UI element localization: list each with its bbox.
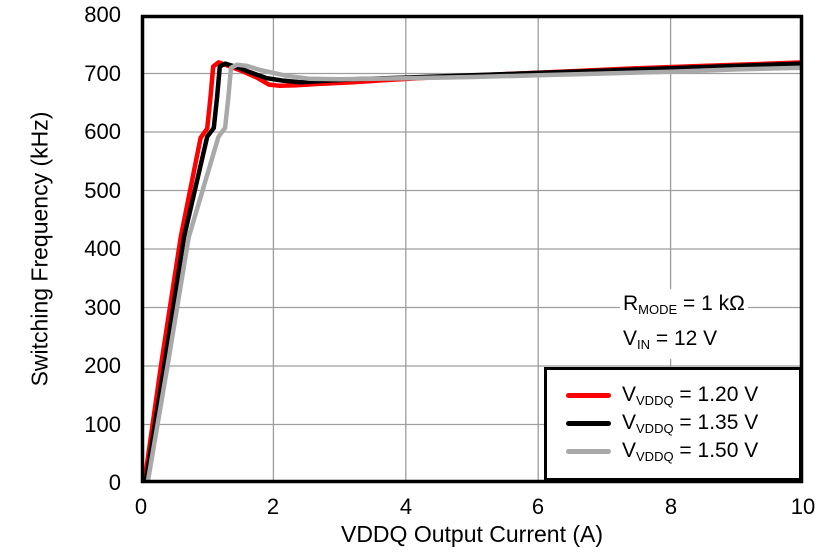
annotation-vin: VIN = 12 V (620, 324, 748, 359)
y-axis-title: Switching Frequency (kHz) (26, 111, 53, 387)
legend-item-1-20v: VVDDQ = 1.20 V (547, 381, 799, 409)
y-tick-label: 600 (84, 119, 121, 144)
plot-frame (140, 14, 804, 484)
legend-label-1-35v: VVDDQ = 1.35 V (622, 410, 759, 436)
x-tick-label: 4 (399, 494, 413, 519)
condition-annotation: RMODE = 1 kΩ VIN = 12 V (620, 289, 748, 359)
y-tick-label: 500 (84, 178, 121, 203)
series-line-1 (143, 61, 803, 483)
y-tick-label: 200 (84, 353, 121, 378)
y-tick-label: 300 (84, 295, 121, 320)
x-tick-label: 6 (531, 494, 545, 519)
x-axis-title: VDDQ Output Current (A) (340, 521, 604, 547)
y-tick-label: 700 (84, 61, 121, 86)
y-tick-label: 400 (84, 236, 121, 261)
legend-box: VVDDQ = 1.20 V VVDDQ = 1.35 V VVDDQ = 1.… (544, 367, 802, 481)
gray-line-swatch (566, 448, 611, 454)
legend-item-1-50v: VVDDQ = 1.50 V (547, 437, 799, 465)
legend-label-1-50v: VVDDQ = 1.50 V (622, 438, 759, 464)
x-tick-label: 2 (266, 494, 280, 519)
legend-label-1-20v: VVDDQ = 1.20 V (622, 382, 759, 408)
annotation-rmode: RMODE = 1 kΩ (620, 289, 748, 324)
legend-item-1-35v: VVDDQ = 1.35 V (547, 409, 799, 437)
x-tick-label: 8 (664, 494, 678, 519)
x-tick-label: 0 (134, 494, 148, 519)
red-line-swatch (566, 392, 611, 398)
y-tick-label: 100 (84, 412, 121, 437)
series-line-2 (145, 62, 803, 483)
x-tick-label: 10 (790, 494, 816, 519)
black-line-swatch (566, 420, 611, 426)
y-tick-label: 800 (84, 2, 121, 27)
y-tick-label: 0 (108, 470, 121, 495)
